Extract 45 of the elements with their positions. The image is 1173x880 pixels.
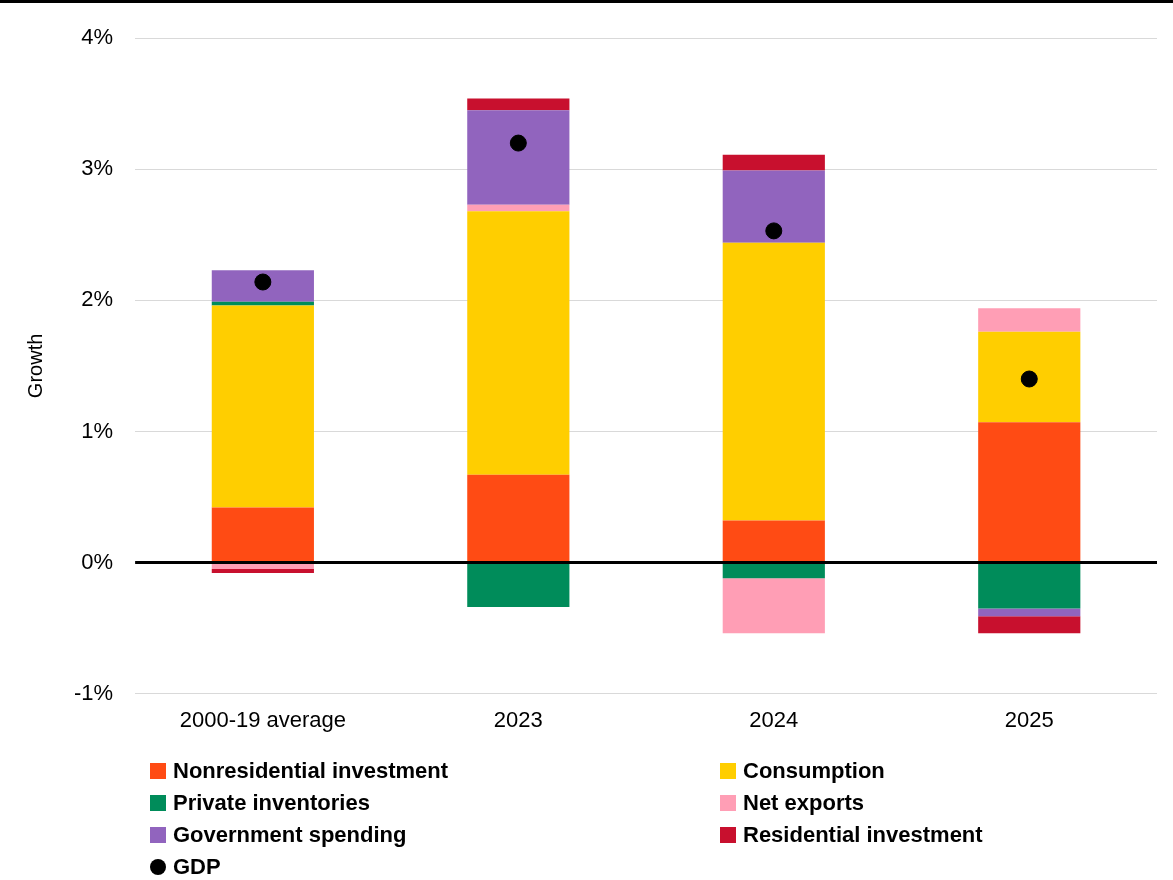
point xyxy=(254,273,272,291)
bar xyxy=(978,563,1081,609)
bar xyxy=(467,98,570,111)
bar xyxy=(467,474,570,563)
legend-label: Net exports xyxy=(743,790,865,816)
bar xyxy=(467,211,570,475)
bar xyxy=(467,110,570,205)
bar xyxy=(211,507,314,563)
bar xyxy=(211,305,314,508)
point xyxy=(1020,370,1038,388)
bar xyxy=(211,301,314,306)
legend-label: Nonresidential investment xyxy=(173,758,449,784)
bar xyxy=(211,270,314,302)
bar xyxy=(978,422,1081,563)
y-axis-title: Growth xyxy=(23,333,46,399)
point xyxy=(509,134,527,152)
legend-label: Residential investment xyxy=(743,822,983,848)
point xyxy=(765,222,783,240)
legend-label: Private inventories xyxy=(173,790,370,816)
bar xyxy=(722,520,825,563)
y-tick-label: 2% xyxy=(81,286,114,312)
bar xyxy=(467,563,570,608)
x-tick-label: 2023 xyxy=(493,706,543,732)
bar xyxy=(978,616,1081,634)
bar xyxy=(211,569,314,574)
legend-label: GDP xyxy=(173,854,221,880)
x-tick-label: 2025 xyxy=(1004,706,1054,732)
legend-label: Government spending xyxy=(173,822,407,848)
y-tick-label: 1% xyxy=(81,417,114,443)
bar xyxy=(722,242,825,521)
legend-label: Consumption xyxy=(743,758,885,784)
x-tick-label: 2024 xyxy=(749,706,799,732)
bar xyxy=(722,563,825,579)
bar xyxy=(467,204,570,212)
bar xyxy=(722,170,825,243)
bar xyxy=(978,308,1081,332)
bar xyxy=(978,608,1081,617)
y-tick-label: -1% xyxy=(74,679,114,705)
bar xyxy=(978,331,1081,423)
y-tick-label: 3% xyxy=(81,155,114,181)
bar xyxy=(722,578,825,634)
x-tick-label: 2000-19 average xyxy=(179,706,347,732)
y-tick-label: 4% xyxy=(81,24,114,50)
y-tick-label: 0% xyxy=(81,548,114,574)
bar xyxy=(722,154,825,171)
